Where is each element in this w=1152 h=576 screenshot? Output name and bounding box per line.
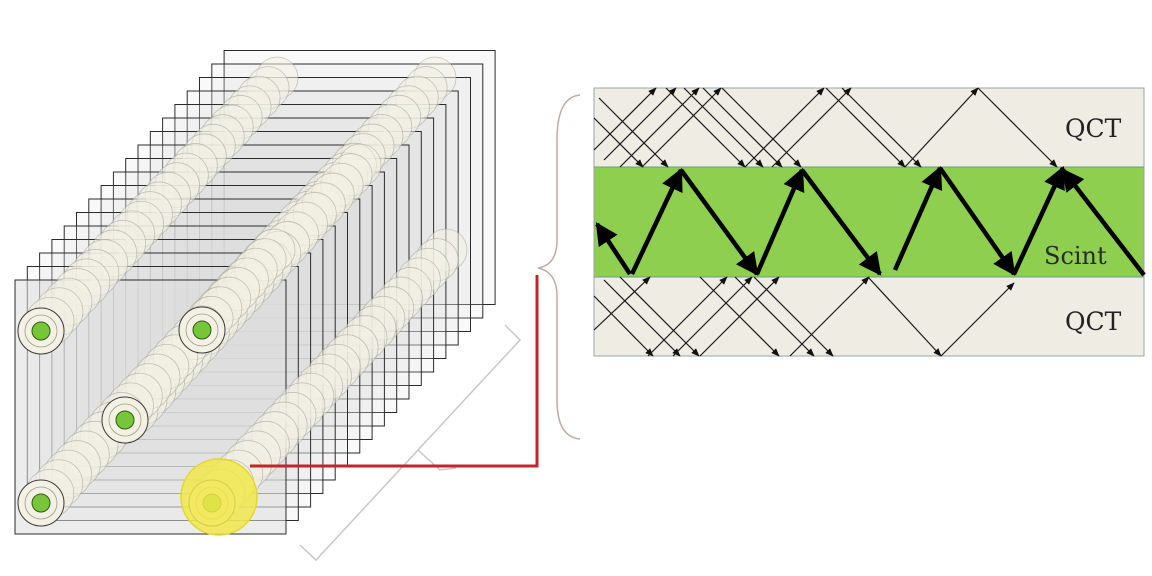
qct-top-ray	[702, 87, 783, 168]
qct-bottom-ray	[593, 295, 654, 357]
panel-border	[593, 87, 1145, 357]
scint-ray-arrow	[938, 166, 1016, 276]
fiber-core	[192, 320, 212, 340]
scint-ray-arrow	[892, 165, 943, 271]
qct-bottom-ray	[734, 276, 815, 357]
scint-ray-arrow	[595, 222, 632, 276]
highlight-circle-icon	[180, 458, 258, 536]
scint-ray-arrow	[1061, 168, 1146, 277]
fiber-core	[31, 493, 51, 513]
qct-top-ray	[683, 87, 764, 168]
qct-top-ray	[825, 87, 906, 168]
layer-panel	[593, 87, 1145, 357]
fiber-core	[115, 410, 135, 430]
stack-bracket-tick	[417, 449, 457, 471]
detail-brace	[537, 94, 581, 440]
qct-bottom-ray	[603, 279, 681, 357]
qct-top-ray	[721, 87, 802, 168]
qct-top-layer	[594, 88, 1144, 167]
qct-bottom-ray	[867, 276, 942, 357]
qct-bottom-label: QCT	[1065, 307, 1122, 336]
scintillation-path	[595, 165, 1146, 277]
qct-top-ray	[841, 87, 922, 168]
qct-bottom-ray	[789, 276, 870, 357]
qct-top-ray	[603, 87, 677, 161]
qct-top-ray	[593, 87, 657, 151]
qct-top-label: QCT	[1065, 114, 1122, 143]
qct-bottom-ray	[699, 276, 780, 357]
scint-label: Scint	[1044, 242, 1107, 270]
qct-top-ray	[744, 87, 825, 168]
scint-ray-arrow	[679, 168, 759, 276]
qct-bottom-ray	[753, 276, 834, 357]
qct-bottom-ray	[593, 276, 651, 331]
qct-bottom-ray	[940, 282, 1015, 357]
scint-ray-arrow	[754, 167, 805, 275]
qct-top-ray	[904, 87, 979, 168]
qct-top-ray	[665, 87, 746, 168]
qct-top-ray	[771, 87, 852, 168]
qct-top-ray	[598, 97, 669, 168]
scint-ray-arrow	[1011, 165, 1066, 275]
qct-bottom-ray	[672, 276, 753, 357]
cherenkov-rays	[593, 87, 1058, 357]
fiber-core	[31, 321, 51, 341]
qct-top-ray	[593, 117, 644, 168]
qct-bottom-layer	[594, 277, 1144, 356]
qct-top-ray	[977, 87, 1058, 168]
fiber-bundles	[25, 56, 468, 518]
scint-ray-arrow	[800, 168, 882, 276]
scint-ray-arrow	[629, 167, 684, 275]
connector-line	[250, 275, 539, 468]
qct-top-ray	[619, 87, 700, 168]
